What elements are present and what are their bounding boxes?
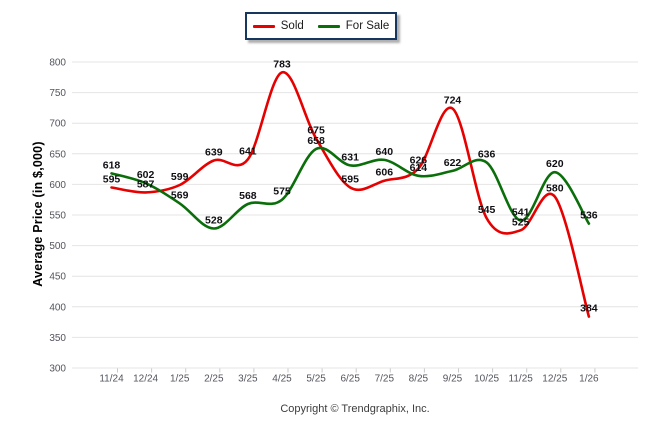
data-label: 614: [410, 162, 428, 174]
series-line-sold: [110, 71, 591, 318]
y-tick-label: 400: [49, 302, 66, 313]
x-tick-label: 3/25: [238, 374, 258, 385]
x-tick-label: 5/25: [306, 374, 326, 385]
data-label: 568: [239, 190, 257, 202]
legend-label-sold: Sold: [280, 20, 304, 32]
data-label: 545: [478, 204, 496, 216]
data-label: 636: [478, 148, 496, 160]
data-label: 384: [580, 303, 598, 315]
data-label: 658: [307, 135, 325, 147]
data-label: 587: [137, 178, 155, 190]
legend-label-for-sale: For Sale: [345, 20, 390, 32]
y-tick-label: 600: [49, 180, 66, 191]
data-label: 641: [239, 145, 257, 157]
legend-item-for-sale: For Sale: [317, 20, 390, 32]
y-tick-label: 500: [49, 241, 66, 252]
x-axis-tick-labels: 11/24 12/24 1/25 2/25 3/25 4/25 5/25 6/25 7/25 8/…: [99, 374, 599, 385]
y-tick-label: 300: [49, 364, 66, 375]
series-line-for-sale: [110, 146, 591, 230]
x-tick-label: 6/25: [340, 374, 360, 385]
y-axis-tick-labels: 800 750 700 650 600 550 500 450 400 350 300: [49, 58, 66, 375]
y-tick-label: 550: [49, 211, 66, 222]
data-label: 639: [205, 147, 223, 159]
data-label: 602: [137, 169, 155, 181]
data-label: 541: [512, 207, 530, 219]
data-label: 595: [341, 173, 359, 185]
copyright-text: Copyright © Trendgraphix, Inc.: [280, 403, 430, 415]
data-label: 536: [580, 210, 598, 222]
data-label: 626: [410, 154, 428, 166]
y-tick-label: 750: [49, 88, 66, 99]
chart-legend: Sold For Sale: [245, 12, 397, 40]
x-tick-label: 11/25: [509, 374, 534, 385]
data-label: 569: [171, 189, 189, 201]
y-tick-label: 800: [49, 58, 66, 69]
x-tick-label: 1/26: [579, 374, 599, 385]
x-tick-label: 4/25: [272, 374, 292, 385]
data-label: 640: [376, 146, 394, 158]
data-label: 606: [376, 167, 394, 179]
data-label: 580: [546, 183, 564, 195]
x-tick-label: 7/25: [375, 374, 395, 385]
data-label: 724: [444, 95, 462, 107]
gridlines-group: [72, 61, 638, 369]
data-label: 525: [512, 216, 530, 228]
data-label: 620: [546, 158, 564, 170]
data-label: 622: [444, 157, 462, 169]
data-label: 675: [307, 125, 325, 137]
x-tick-label: 2/25: [204, 374, 224, 385]
data-label: 595: [103, 173, 121, 185]
data-label: 528: [205, 214, 223, 226]
x-axis-ticks: [117, 368, 596, 373]
x-tick-label: 1/25: [170, 374, 190, 385]
data-label: 599: [171, 171, 189, 183]
data-label: 618: [103, 159, 121, 171]
y-tick-label: 650: [49, 149, 66, 160]
data-label: 575: [273, 186, 291, 198]
x-tick-label: 8/25: [409, 374, 429, 385]
for-sale-line-icon: [317, 24, 340, 28]
x-tick-label: 12/24: [133, 374, 158, 385]
data-label: 631: [341, 151, 359, 163]
y-tick-label: 450: [49, 272, 66, 283]
legend-item-sold: Sold: [252, 20, 304, 32]
y-tick-label: 700: [49, 119, 66, 130]
y-tick-label: 350: [49, 333, 66, 344]
x-tick-label: 11/24: [99, 374, 124, 385]
data-label: 783: [273, 58, 291, 70]
x-tick-label: 9/25: [443, 374, 463, 385]
sold-line-icon: [252, 24, 275, 28]
x-tick-label: 12/25: [542, 374, 567, 385]
x-tick-label: 10/25: [474, 374, 499, 385]
